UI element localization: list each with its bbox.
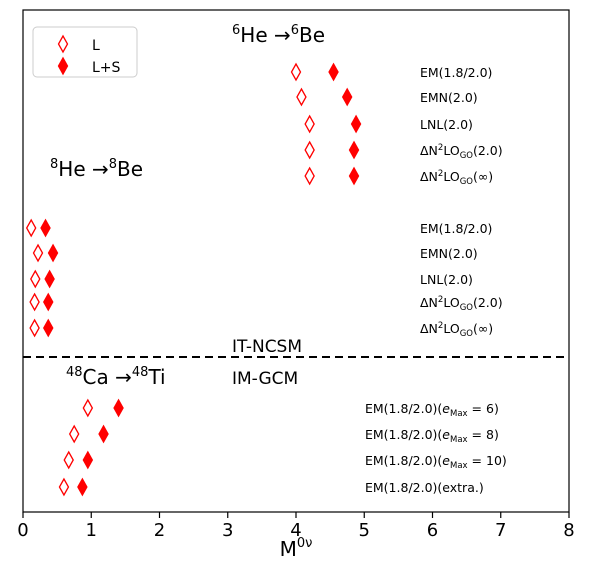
row-label: ΔN2LOGO(2.0): [420, 295, 503, 313]
marker-ls: [341, 87, 353, 107]
legend-box: [32, 26, 138, 78]
data-markers: [25, 62, 362, 497]
legend-open-diamond-marker: [57, 34, 69, 54]
legend-filled-diamond-marker: [57, 56, 69, 76]
row-label: EM(1.8/2.0)(eMax = 8): [365, 427, 499, 445]
x-tick-label: 6: [427, 520, 438, 541]
divider-label-below: IM-GCM: [232, 369, 298, 389]
marker-l: [25, 218, 37, 238]
row-label: LNL(2.0): [420, 117, 473, 132]
marker-l: [290, 62, 302, 82]
row-label: EM(1.8/2.0)(eMax = 10): [365, 453, 507, 471]
row-label: EM(1.8/2.0): [420, 65, 492, 80]
row-label: ΔN2LOGO(2.0): [420, 143, 503, 161]
x-tick-label: 8: [563, 520, 574, 541]
row-label: EMN(2.0): [420, 246, 478, 261]
row-label: EM(1.8/2.0)(extra.): [365, 480, 484, 495]
marker-ls: [77, 477, 88, 497]
x-tick-label: 3: [222, 520, 233, 541]
marker-ls: [348, 140, 360, 160]
row-label: EM(1.8/2.0)(eMax = 6): [365, 401, 499, 419]
marker-ls: [328, 62, 339, 82]
x-tick-label: 1: [86, 520, 97, 541]
marker-ls: [43, 292, 54, 312]
x-axis: 0 1 2 3 4 5 6 7 8: [17, 512, 575, 541]
row-label: ΔN2LOGO(∞): [420, 321, 493, 339]
marker-ls: [44, 269, 55, 289]
marker-l: [58, 477, 70, 497]
row-label: EM(1.8/2.0): [420, 221, 492, 236]
x-tick-label: 4: [290, 520, 301, 541]
marker-l: [82, 398, 94, 418]
process-titles: 6He →6Be 8He →8Be 48Ca →48Ti: [50, 23, 325, 389]
marker-l: [304, 114, 315, 134]
marker-ls: [113, 398, 124, 418]
process-title-he-8: 8He →8Be: [50, 157, 143, 181]
marker-l: [68, 424, 80, 444]
marker-l: [32, 243, 44, 263]
marker-l: [304, 166, 315, 186]
marker-l: [304, 140, 315, 160]
row-label: LNL(2.0): [420, 272, 473, 287]
marker-ls: [47, 243, 59, 263]
row-label: EMN(2.0): [420, 90, 478, 105]
marker-l: [63, 450, 74, 470]
process-title-he-6: 6He →6Be: [232, 23, 325, 47]
marker-ls: [98, 424, 109, 444]
marker-ls: [348, 166, 360, 186]
marker-l: [29, 318, 40, 338]
divider-label-above: IT-NCSM: [232, 337, 302, 357]
legend: L L+S: [32, 26, 138, 78]
interaction-labels: EM(1.8/2.0) EMN(2.0) LNL(2.0) ΔN2LOGO(2.0) Δ…: [365, 65, 507, 495]
x-tick-label: 7: [495, 520, 506, 541]
x-tick-label: 0: [17, 520, 28, 541]
process-title-ca-48: 48Ca →48Ti: [66, 365, 166, 389]
marker-ls: [40, 218, 51, 238]
x-tick-label: 2: [154, 520, 165, 541]
marker-ls: [43, 318, 54, 338]
legend-label-ls: L+S: [92, 60, 121, 76]
marker-l: [296, 87, 307, 107]
x-tick-label: 5: [359, 520, 370, 541]
marker-l: [29, 292, 40, 312]
marker-l: [30, 269, 41, 289]
marker-ls: [82, 450, 94, 470]
legend-label-l: L: [92, 38, 100, 54]
row-label: ΔN2LOGO(∞): [420, 169, 493, 187]
marker-ls: [350, 114, 362, 134]
x-axis-title: M0ν: [280, 536, 313, 561]
